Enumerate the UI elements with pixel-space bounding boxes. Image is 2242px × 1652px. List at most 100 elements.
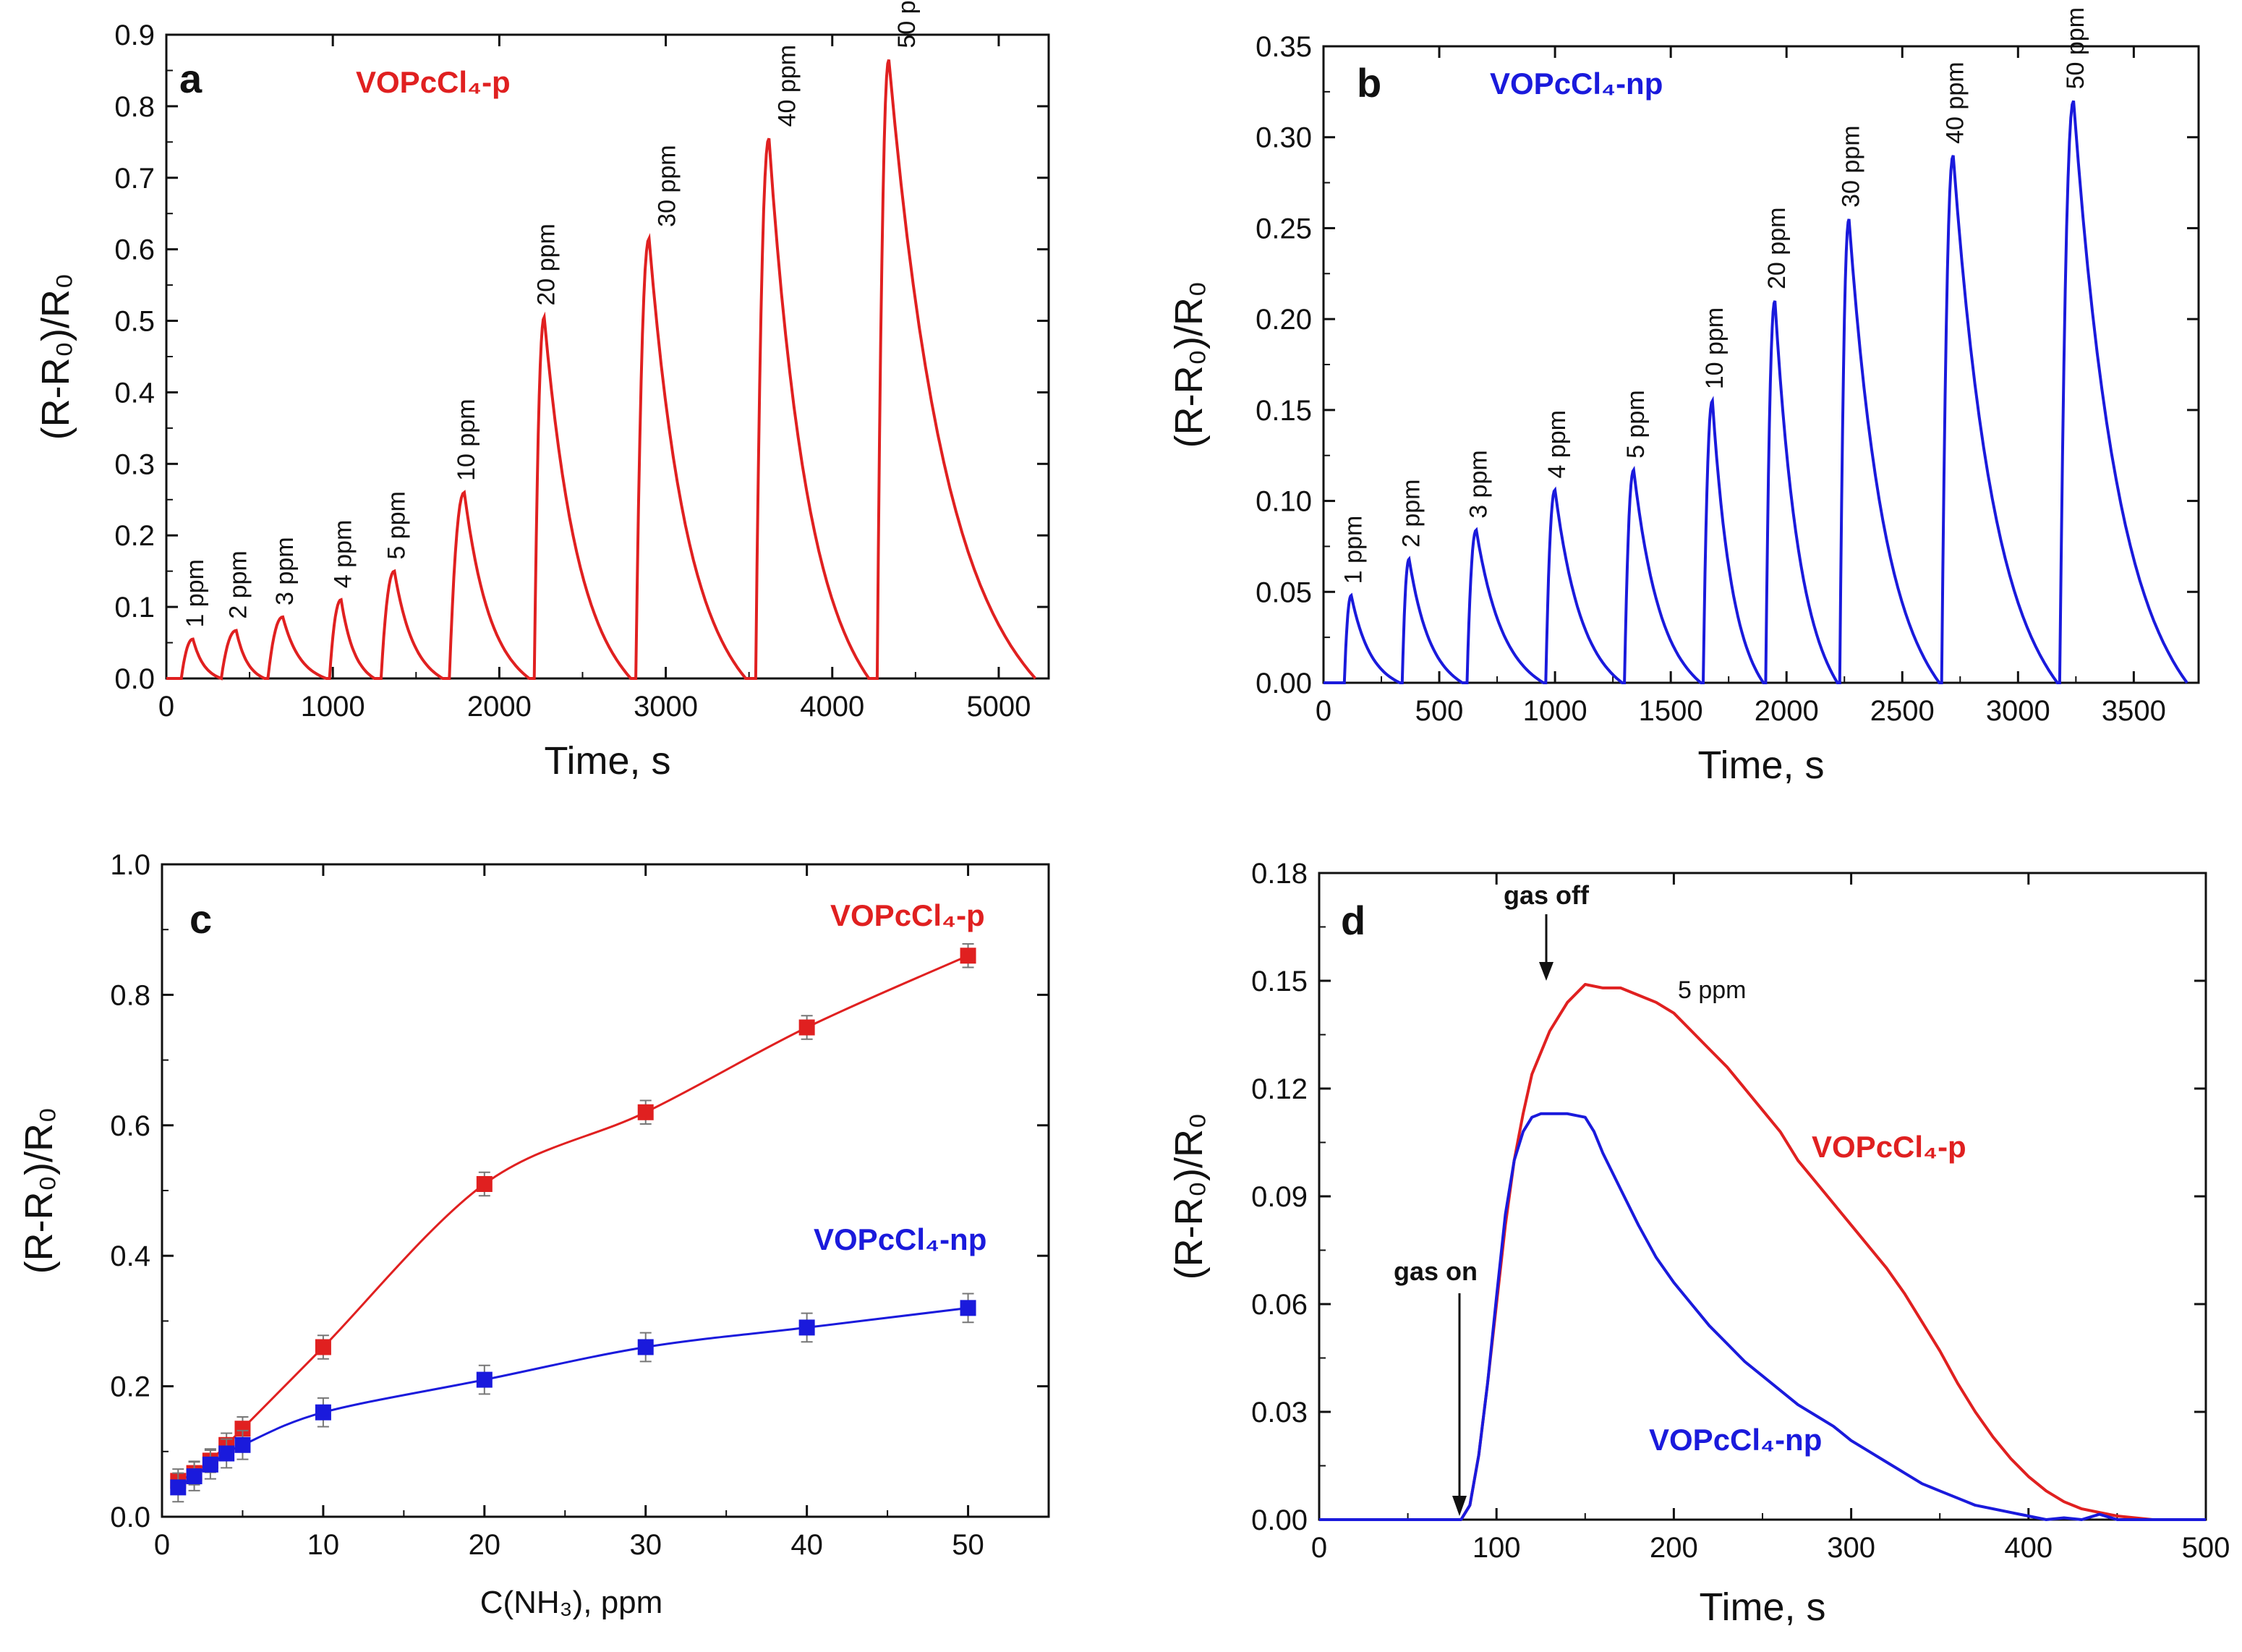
peak-label: 4 ppm: [1543, 410, 1571, 479]
x-tick-label: 300: [1827, 1532, 1875, 1564]
y-tick-label: 0.0: [114, 663, 155, 695]
panel-a-peak-labels: 1 ppm 2 ppm 3 ppm 4 ppm 5 ppm 10 ppm 20 ppm 30 …: [182, 0, 921, 628]
panel-d-legend-p: VOPcCl₄-p: [1812, 1130, 1966, 1164]
panel-c-y-tick-labels: 0.0 0.2 0.4 0.6 0.8 1.0: [110, 849, 150, 1533]
panel-d-legend-np: VOPcCl₄-np: [1649, 1423, 1822, 1457]
panel-b-peak-labels: 1 ppm 2 ppm 3 ppm 4 ppm 5 ppm 10 ppm 20 ppm 30 …: [1339, 7, 2089, 584]
x-tick-label: 2000: [1755, 695, 1819, 727]
panel-b: 0.00 0.05 0.10 0.15 0.20 0.25 0.30 0.35 0 500 100…: [1167, 7, 2200, 787]
peak-label: 5 ppm: [383, 491, 410, 560]
panel-a-letter: a: [179, 56, 203, 101]
response-curve-series-0: [1319, 983, 2206, 1521]
data-point: [798, 1319, 815, 1336]
panel-d: 0.00 0.03 0.06 0.09 0.12 0.15 0.18 0 100 200 300 4…: [1167, 858, 2230, 1629]
y-tick-label: 0.18: [1251, 858, 1308, 890]
peak-label: 3 ppm: [271, 537, 299, 605]
y-tick-label: 0.25: [1256, 213, 1312, 244]
x-tick-label: 400: [2004, 1532, 2053, 1564]
panel-d-gas-on-arrowhead: [1452, 1496, 1467, 1516]
peak-label: 40 ppm: [773, 45, 801, 127]
data-point: [234, 1421, 251, 1437]
y-tick-label: 0.06: [1251, 1289, 1308, 1321]
peak-label: 10 ppm: [453, 399, 480, 480]
x-tick-label: 500: [2182, 1532, 2230, 1564]
y-tick-label: 0.20: [1256, 304, 1312, 336]
x-tick-label: 0: [158, 691, 174, 723]
panel-d-marks: [1319, 983, 2206, 1521]
y-tick-label: 0.10: [1256, 486, 1312, 518]
y-tick-label: 0.4: [110, 1240, 150, 1272]
peak-label: 1 ppm: [1339, 516, 1367, 584]
panel-d-y-tick-labels: 0.00 0.03 0.06 0.09 0.12 0.15 0.18: [1251, 858, 1308, 1536]
y-tick-label: 0.0: [110, 1502, 150, 1533]
response-curve: [166, 59, 1037, 681]
panel-a: 0.0 0.1 0.2 0.3 0.4 0.5 0.6 0.7 0.8 0.9 0 1000 2000…: [34, 0, 1050, 783]
data-point: [170, 1479, 187, 1496]
peak-label: 20 ppm: [533, 223, 560, 305]
panel-c-letter: c: [189, 896, 212, 942]
x-tick-label: 50: [952, 1529, 984, 1561]
data-point: [202, 1456, 218, 1473]
x-tick-label: 1000: [301, 691, 365, 723]
data-point: [476, 1175, 493, 1192]
x-tick-label: 40: [790, 1529, 823, 1561]
x-tick-label: 0: [1311, 1532, 1327, 1564]
panel-d-x-axis-title: Time, s: [1700, 1585, 1826, 1629]
y-tick-label: 0.7: [114, 163, 155, 195]
y-tick-label: 0.12: [1251, 1073, 1308, 1105]
y-tick-label: 0.05: [1256, 576, 1312, 608]
panel-b-ticks: [1322, 45, 2199, 684]
y-tick-label: 0.30: [1256, 122, 1312, 154]
x-tick-label: 1500: [1639, 695, 1703, 727]
panel-a-x-axis-title: Time, s: [545, 739, 671, 783]
peak-label: 1 ppm: [182, 559, 209, 628]
peak-label: 10 ppm: [1701, 307, 1729, 389]
y-tick-label: 0.00: [1256, 668, 1312, 699]
panel-c-x-axis-title: C(NH₃), ppm: [480, 1585, 663, 1620]
peak-label: 2 ppm: [1397, 480, 1425, 548]
peak-label: 20 ppm: [1763, 208, 1791, 289]
y-tick-label: 0.15: [1256, 395, 1312, 427]
panel-a-legend: VOPcCl₄-p: [356, 65, 511, 99]
panel-d-gas-off-label: gas off: [1504, 880, 1590, 910]
y-tick-label: 0.8: [114, 91, 155, 123]
x-tick-label: 100: [1472, 1532, 1521, 1564]
panel-c: 0.0 0.2 0.4 0.6 0.8 1.0 0 10 20 30 40 50 c VOPcCl₄…: [17, 849, 1050, 1620]
response-curve-series-1: [1319, 1112, 2206, 1521]
x-tick-label: 0: [154, 1529, 170, 1561]
x-tick-label: 20: [469, 1529, 501, 1561]
panel-b-x-axis-title: Time, s: [1698, 744, 1825, 787]
panel-d-y-axis-title: (R-R₀)/R₀: [1167, 1113, 1211, 1280]
data-point: [798, 1019, 815, 1036]
x-tick-label: 30: [629, 1529, 662, 1561]
x-tick-label: 200: [1650, 1532, 1698, 1564]
panel-c-legend-p: VOPcCl₄-p: [830, 898, 985, 932]
x-tick-label: 2500: [1870, 695, 1935, 727]
x-tick-label: 10: [307, 1529, 340, 1561]
data-point: [218, 1445, 235, 1462]
data-point: [186, 1468, 203, 1485]
x-tick-label: 3000: [634, 691, 698, 723]
data-point: [637, 1339, 654, 1355]
x-tick-label: 5000: [966, 691, 1031, 723]
peak-label: 30 ppm: [1838, 125, 1865, 207]
panel-b-y-tick-labels: 0.00 0.05 0.10 0.15 0.20 0.25 0.30 0.35: [1256, 31, 1312, 699]
peak-label: 3 ppm: [1465, 450, 1492, 519]
data-point: [960, 948, 976, 964]
panel-d-gas-off-arrowhead: [1539, 962, 1553, 981]
y-tick-label: 0.6: [110, 1110, 150, 1142]
panel-c-ticks: [161, 863, 1049, 1518]
panel-b-marks: [1324, 100, 2188, 684]
panel-c-marks: [170, 943, 976, 1503]
peak-label: 50 ppm: [2062, 7, 2089, 89]
y-tick-label: 0.3: [114, 448, 155, 480]
y-tick-label: 0.6: [114, 234, 155, 266]
panel-b-letter: b: [1357, 60, 1381, 106]
y-tick-label: 0.03: [1251, 1397, 1308, 1429]
x-tick-label: 2000: [467, 691, 532, 723]
peak-label: 5 ppm: [1622, 390, 1650, 459]
panel-d-x-tick-labels: 0 100 200 300 400 500: [1311, 1532, 2230, 1564]
panel-b-legend: VOPcCl₄-np: [1490, 67, 1663, 101]
panel-c-x-tick-labels: 0 10 20 30 40 50: [154, 1529, 984, 1561]
